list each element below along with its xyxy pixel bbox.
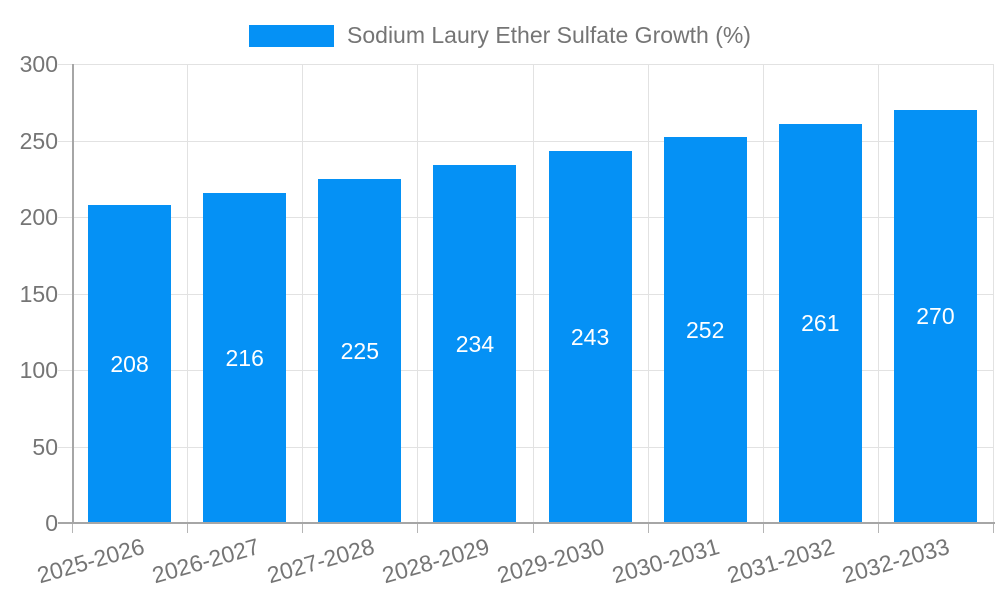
y-tick-label: 300 <box>19 51 58 77</box>
bar-value-label: 243 <box>570 324 610 351</box>
x-tick-label: 2025-2026 <box>33 533 147 589</box>
y-tick-label: 50 <box>32 433 58 460</box>
bar-value-label: 225 <box>340 337 379 364</box>
y-tick-label: 0 <box>45 510 58 536</box>
x-axis-tick <box>72 523 73 533</box>
y-axis-tick <box>58 64 72 65</box>
gridline-vertical <box>647 64 649 523</box>
x-axis-tick <box>993 523 994 533</box>
x-tick-label: 2028-2029 <box>379 533 493 589</box>
x-tick-label: 2031-2032 <box>724 533 838 589</box>
x-axis-tick <box>877 523 879 533</box>
bar <box>433 164 517 523</box>
legend-swatch-icon <box>249 24 335 47</box>
x-tick-label: 2027-2028 <box>264 533 377 589</box>
x-axis-tick <box>302 523 304 533</box>
x-tick-label: 2029-2030 <box>494 533 608 589</box>
y-axis-tick <box>58 370 72 371</box>
bar <box>318 178 402 523</box>
legend-label: Sodium Laury Ether Sulfate Growth (%) <box>347 22 751 48</box>
bar <box>893 109 977 523</box>
y-tick-label: 100 <box>19 357 58 383</box>
bar-value-label: 270 <box>916 303 955 330</box>
y-axis-tick <box>58 293 72 295</box>
bar-value-label: 208 <box>110 350 149 377</box>
bar-value-label: 234 <box>455 330 495 357</box>
y-axis-tick <box>58 140 72 142</box>
y-axis-line <box>72 64 74 523</box>
bar <box>663 137 747 523</box>
gridline-vertical <box>762 64 764 523</box>
bar <box>203 192 287 523</box>
bar-value-label: 261 <box>801 310 840 337</box>
bar-value-label: 252 <box>686 317 725 344</box>
x-axis-tick <box>532 523 534 533</box>
x-axis-tick <box>762 523 764 533</box>
y-tick-label: 150 <box>19 280 58 307</box>
x-axis-tick <box>417 523 419 533</box>
gridline-vertical <box>417 64 419 523</box>
x-tick-label: 2030-2031 <box>609 533 723 589</box>
x-tick-label: 2026-2027 <box>148 533 262 589</box>
legend[interactable]: Sodium Laury Ether Sulfate Growth (%) <box>0 22 1000 49</box>
bar <box>88 204 172 523</box>
x-tick-label: 2032-2033 <box>839 533 953 589</box>
gridline-vertical <box>302 64 304 523</box>
x-axis-line <box>58 522 995 524</box>
y-tick-label: 200 <box>19 204 58 230</box>
gridline-vertical <box>532 64 534 523</box>
x-axis-tick <box>647 523 649 533</box>
bar <box>548 151 632 523</box>
gridline-vertical <box>993 64 994 523</box>
bar <box>778 123 862 523</box>
y-tick-label: 250 <box>19 127 58 154</box>
y-axis-tick <box>58 217 72 218</box>
bar-value-label: 216 <box>225 344 264 371</box>
gridline-vertical <box>187 64 189 523</box>
y-axis-tick <box>58 446 72 448</box>
gridline-vertical <box>877 64 879 523</box>
x-axis-tick <box>187 523 189 533</box>
